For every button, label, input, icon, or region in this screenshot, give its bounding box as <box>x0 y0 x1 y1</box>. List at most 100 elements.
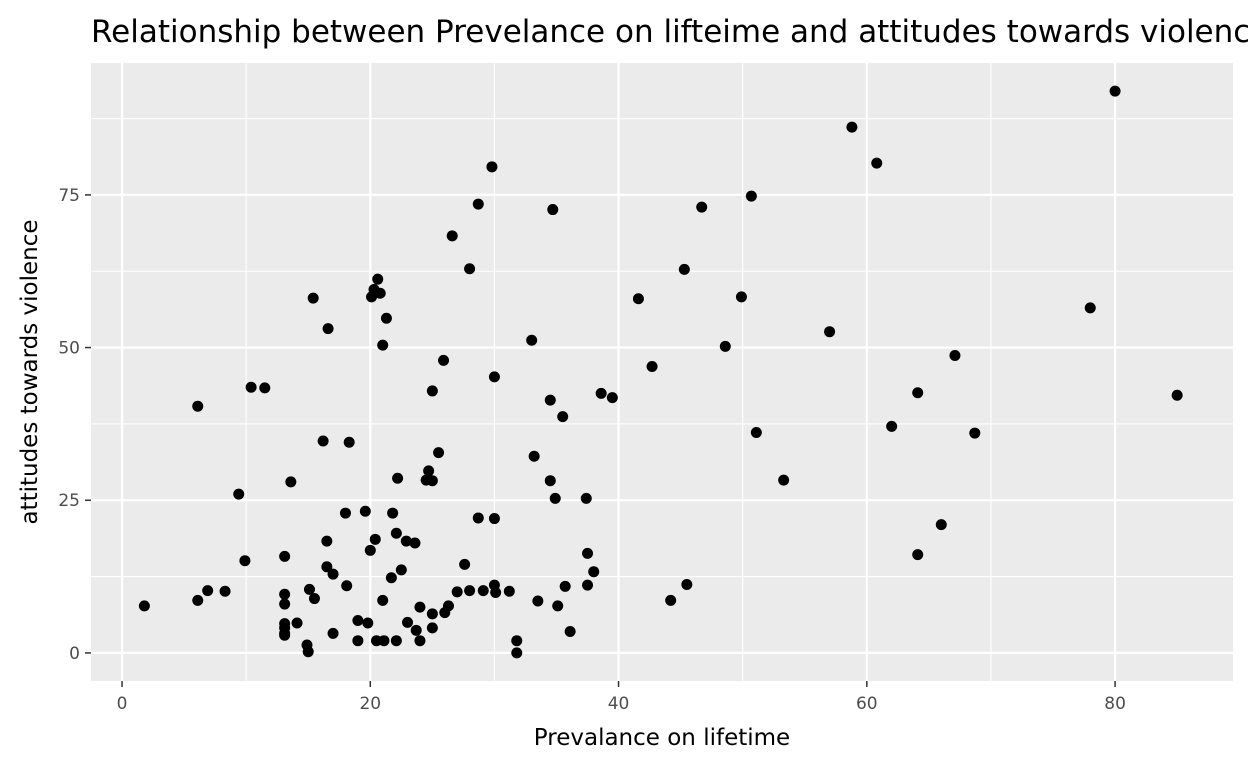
data-point <box>477 585 489 597</box>
x-axis: 0 20 40 60 80 <box>117 681 1126 714</box>
data-point <box>503 585 515 597</box>
data-point <box>138 600 150 612</box>
data-point <box>511 635 523 647</box>
data-point <box>321 561 333 573</box>
data-point <box>464 585 476 597</box>
data-point <box>378 635 390 647</box>
data-point <box>202 585 214 597</box>
plot-panel <box>91 63 1233 681</box>
data-point <box>532 595 544 607</box>
data-point <box>912 387 924 399</box>
data-point <box>490 586 502 598</box>
data-point <box>390 527 402 539</box>
data-point <box>327 568 339 580</box>
data-point <box>528 450 540 462</box>
data-point <box>549 492 561 504</box>
data-point <box>327 627 339 639</box>
major-gridlines <box>91 63 1233 681</box>
data-point <box>886 420 898 432</box>
data-point <box>646 361 658 373</box>
x-tick-label: 40 <box>608 694 630 714</box>
data-point <box>472 512 484 524</box>
data-point <box>488 513 500 525</box>
data-point <box>279 629 291 641</box>
data-point <box>544 475 556 487</box>
data-point <box>279 550 291 562</box>
data-point <box>1109 85 1121 97</box>
y-tick-label: 50 <box>58 339 80 359</box>
data-point <box>464 263 476 275</box>
data-point <box>511 647 523 659</box>
data-point <box>303 583 315 595</box>
data-point <box>352 615 364 627</box>
data-point <box>778 474 790 486</box>
x-tick-label: 80 <box>1104 694 1126 714</box>
data-point <box>935 519 947 531</box>
data-point <box>696 201 708 213</box>
data-point <box>665 594 677 606</box>
data-point <box>402 616 414 628</box>
y-axis-title: attitudes towards violence <box>17 219 43 524</box>
data-point <box>390 635 402 647</box>
data-point <box>544 394 556 406</box>
data-point <box>426 385 438 397</box>
data-point <box>606 392 618 404</box>
data-point <box>1084 302 1096 314</box>
data-point <box>564 626 576 638</box>
data-point <box>1171 389 1183 401</box>
data-point <box>385 572 397 584</box>
data-point <box>374 287 386 299</box>
data-point <box>750 426 762 438</box>
data-point <box>433 447 445 459</box>
data-point <box>285 476 297 488</box>
data-point <box>472 198 484 210</box>
data-point <box>369 533 381 545</box>
data-point <box>438 354 450 366</box>
data-point <box>559 580 571 592</box>
data-point <box>426 608 438 620</box>
data-point <box>364 544 376 556</box>
data-point <box>912 549 924 561</box>
data-point <box>846 121 858 133</box>
data-point <box>259 382 271 394</box>
data-point <box>735 291 747 303</box>
data-point <box>302 646 314 658</box>
data-point <box>632 293 644 305</box>
data-point <box>423 465 435 477</box>
data-point <box>426 475 438 487</box>
y-tick-label: 25 <box>58 491 80 511</box>
data-point <box>552 600 564 612</box>
x-axis-title: Prevalance on lifetime <box>534 725 790 751</box>
data-point <box>595 387 607 399</box>
data-point <box>547 204 559 216</box>
data-point <box>359 505 371 517</box>
data-point <box>588 566 600 578</box>
data-point <box>526 334 538 346</box>
data-point <box>239 555 251 567</box>
data-point <box>459 558 471 570</box>
y-tick-label: 75 <box>58 186 80 206</box>
data-point <box>352 635 364 647</box>
data-point <box>969 427 981 439</box>
data-point <box>446 230 458 242</box>
data-point <box>678 263 690 275</box>
data-point <box>245 381 257 393</box>
data-point <box>387 507 399 519</box>
data-point <box>745 190 757 202</box>
data-point <box>949 350 961 362</box>
data-point <box>339 507 351 519</box>
x-tick-label: 0 <box>117 694 128 714</box>
data-point <box>582 579 594 591</box>
data-point <box>372 273 384 285</box>
x-tick-label: 60 <box>856 694 878 714</box>
data-point <box>871 157 883 169</box>
data-point <box>341 580 353 592</box>
data-point <box>279 588 291 600</box>
data-point <box>317 435 329 447</box>
data-point <box>580 492 592 504</box>
data-point <box>582 547 594 559</box>
data-point <box>279 598 291 610</box>
data-point <box>400 535 412 547</box>
data-point <box>377 594 389 606</box>
